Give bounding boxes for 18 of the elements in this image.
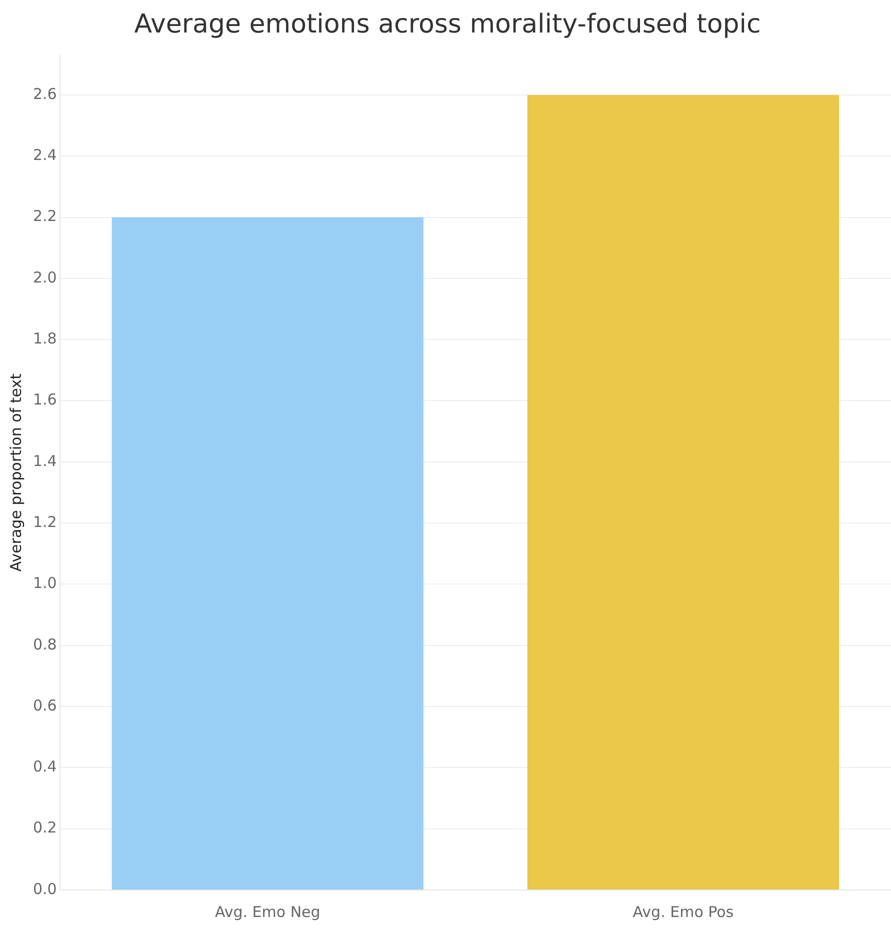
y-tick-label: 1.2 (32, 512, 57, 531)
y-tick-label: 0.6 (32, 696, 57, 714)
y-tick-label: 2.2 (32, 207, 57, 226)
y-tick-label: 0.4 (32, 758, 57, 776)
y-tick-label: 2.4 (32, 146, 57, 164)
chart-title: Average emotions across morality-focused topic (134, 9, 761, 40)
y-tick-label: 2.0 (32, 268, 57, 286)
y-tick-label: 1.4 (32, 452, 57, 470)
x-tick-label: Avg. Emo Pos (632, 902, 734, 921)
y-tick-label: 0.0 (32, 880, 57, 898)
y-tick-label: 1.6 (32, 390, 57, 409)
y-tick-label: 1.0 (32, 574, 57, 592)
y-tick-label: 0.2 (32, 818, 57, 837)
y-axis-title: Average proportion of text (6, 373, 25, 572)
y-tick-label: 0.8 (32, 635, 57, 654)
y-tick-label: 2.6 (32, 84, 57, 103)
y-tick-label: 1.8 (32, 329, 57, 348)
x-tick-label: Avg. Emo Neg (214, 902, 320, 921)
